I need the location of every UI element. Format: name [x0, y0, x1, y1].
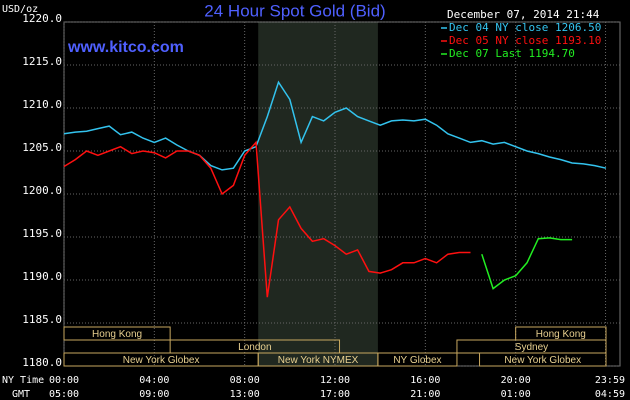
x2-tick-label: 01:00 [501, 389, 531, 400]
x-tick-label: 00:00 [49, 375, 79, 386]
y-tick-label: 1180.0 [22, 356, 62, 369]
website: www.kitco.com [67, 39, 184, 56]
x2-tick-label: 13:00 [230, 389, 260, 400]
session-label: Hong Kong [536, 329, 586, 340]
series-line [481, 237, 573, 290]
x-tick-label: 20:00 [501, 375, 531, 386]
session-box [377, 352, 458, 367]
under-layer [63, 21, 621, 367]
session-label: NY Globex [393, 355, 441, 366]
y-tick-label: 1220.0 [22, 12, 62, 25]
legend-label: Dec 05 NY close 1193.10 [449, 34, 601, 47]
x2-tick-label: 21:00 [410, 389, 440, 400]
x-tick-label: 08:00 [230, 375, 260, 386]
y-axis-label: USD/oz [2, 4, 38, 15]
session-box [479, 352, 607, 367]
session-box [63, 326, 171, 341]
x-axis-label: NY Time [2, 375, 44, 386]
y-tick-label: 1190.0 [22, 270, 62, 283]
session-label: New York NYMEX [278, 355, 359, 366]
y-tick-label: 1215.0 [22, 55, 62, 68]
series-line [63, 80, 607, 171]
y-tick-label: 1210.0 [22, 98, 62, 111]
x2-tick-label: 04:59 [595, 389, 625, 400]
y-tick-label: 1185.0 [22, 313, 62, 326]
timestamp: December 07, 2014 21:44 [447, 8, 600, 21]
chart-title: 24 Hour Spot Gold (Bid) [204, 1, 385, 20]
session-label: New York Globex [123, 355, 200, 366]
series-line [63, 140, 471, 298]
x2-axis-label: GMT [12, 389, 30, 400]
x-tick-label: 16:00 [410, 375, 440, 386]
x2-tick-label: 05:00 [49, 389, 79, 400]
x2-tick-label: 09:00 [139, 389, 169, 400]
session-label: New York Globex [504, 355, 581, 366]
y-tick-label: 1195.0 [22, 227, 62, 240]
session-label: Sydney [515, 342, 548, 353]
y-tick-label: 1200.0 [22, 184, 62, 197]
y-tick-label: 1205.0 [22, 141, 62, 154]
x2-tick-label: 17:00 [320, 389, 350, 400]
x-tick-label: 04:00 [139, 375, 169, 386]
legend-label: Dec 07 Last 1194.70 [449, 47, 575, 60]
shaded-range [258, 22, 378, 366]
x-tick-label: 12:00 [320, 375, 350, 386]
legend-label: Dec 04 NY close 1206.50 [449, 21, 601, 34]
x-tick-label: 23:59 [595, 375, 625, 386]
session-label: Hong Kong [92, 329, 142, 340]
session-label: London [238, 342, 271, 353]
